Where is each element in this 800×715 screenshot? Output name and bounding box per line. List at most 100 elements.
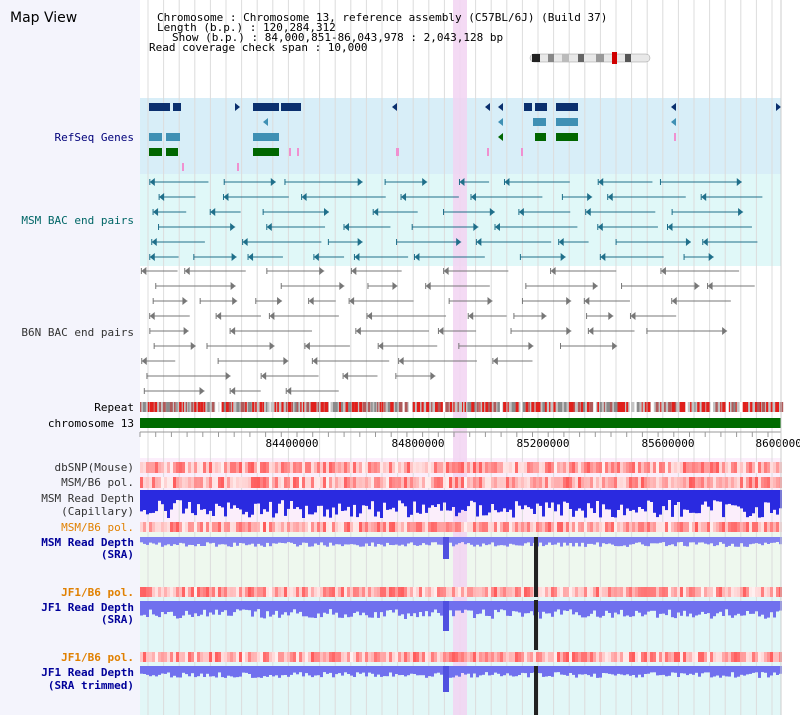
refseq-gene[interactable] [498,118,503,126]
bac-end-pair-end[interactable] [430,372,436,380]
bac-end-pair-end[interactable] [141,267,147,275]
bac-end-pair-end[interactable] [528,342,534,350]
bac-end-pair-end[interactable] [339,282,345,290]
bac-end-pair-end[interactable] [473,223,479,231]
refseq-gene[interactable] [524,103,532,111]
bac-end-pair-end[interactable] [183,327,189,335]
refseq-gene[interactable] [533,118,546,126]
bac-end-pair-end[interactable] [283,357,289,365]
bac-end-pair-end[interactable] [722,327,728,335]
bac-end-pair-end[interactable] [487,297,493,305]
bac-end-pair-end[interactable] [456,238,462,246]
bac-end-pair-end[interactable] [357,178,363,186]
bac-end-pair-end[interactable] [351,267,357,275]
bac-end-pair-end[interactable] [630,312,636,320]
repeat-track[interactable] [140,402,784,412]
refseq-gene[interactable] [521,148,523,156]
bac-end-pair-end[interactable] [349,297,355,305]
bac-end-pair-end[interactable] [702,238,708,246]
refseq-gene[interactable] [671,103,676,111]
bac-end-pair-end[interactable] [343,372,349,380]
bac-end-pair-end[interactable] [701,193,707,201]
refseq-gene[interactable] [674,133,676,141]
bac-end-pair-end[interactable] [149,178,155,186]
bac-end-pair-end[interactable] [660,267,666,275]
bac-end-pair-end[interactable] [671,297,677,305]
refseq-gene[interactable] [671,118,676,126]
bac-end-pair-end[interactable] [312,357,318,365]
refseq-gene[interactable] [487,148,489,156]
bac-end-pair-end[interactable] [261,372,267,380]
refseq-gene[interactable] [253,148,279,156]
refseq-gene[interactable] [498,103,503,111]
bac-end-pair-end[interactable] [216,312,222,320]
bac-end-pair-end[interactable] [550,267,556,275]
bac-end-pair-end[interactable] [367,312,373,320]
bac-end-pair-end[interactable] [301,193,307,201]
bac-end-pair-end[interactable] [468,312,474,320]
bac-end-pair-end[interactable] [343,223,349,231]
bac-end-pair-end[interactable] [492,357,498,365]
bac-end-pair-end[interactable] [612,342,618,350]
bac-end-pair-end[interactable] [738,208,744,216]
refseq-gene[interactable] [556,103,578,111]
bac-end-pair-end[interactable] [308,297,314,305]
bac-end-pair-end[interactable] [518,208,524,216]
bac-end-pair-end[interactable] [598,178,604,186]
bac-end-pair-end[interactable] [592,282,598,290]
bac-end-pair-end[interactable] [230,223,236,231]
bac-end-pair-end[interactable] [584,297,590,305]
bac-end-pair-end[interactable] [355,327,361,335]
bac-end-pair-end[interactable] [184,267,190,275]
bac-end-pair-end[interactable] [231,253,237,261]
bac-end-pair-end[interactable] [266,223,272,231]
refseq-gene[interactable] [297,148,299,156]
refseq-gene[interactable] [173,103,181,111]
refseq-gene[interactable] [535,133,546,141]
refseq-gene[interactable] [392,103,397,111]
bac-end-pair-end[interactable] [277,297,283,305]
refseq-gene[interactable] [162,103,170,111]
bac-end-pair-end[interactable] [694,282,700,290]
bac-end-pair-end[interactable] [392,282,398,290]
refseq-gene[interactable] [166,133,180,141]
bac-end-pair-end[interactable] [248,253,254,261]
bac-end-pair-end[interactable] [304,342,310,350]
refseq-gene[interactable] [166,148,178,156]
refseq-gene[interactable] [485,103,490,111]
polymorphism-heat-tracks[interactable] [140,462,782,662]
bac-end-pair-end[interactable] [685,238,691,246]
bac-end-pair-end[interactable] [323,208,329,216]
bac-end-pair-end[interactable] [223,193,229,201]
bac-end-pair-end[interactable] [541,312,547,320]
bac-end-pair-end[interactable] [151,238,157,246]
refseq-gene[interactable] [253,133,279,141]
bac-end-pair-end[interactable] [357,238,363,246]
bac-end-pair-end[interactable] [600,253,606,261]
bac-end-pair-end[interactable] [707,282,713,290]
bac-end-pair-end[interactable] [471,193,477,201]
bac-end-pair-end[interactable] [588,327,594,335]
bac-end-pair-end[interactable] [270,178,276,186]
bac-end-pair-end[interactable] [566,297,572,305]
chromosome-ideogram[interactable] [529,52,651,64]
chromosome-bar[interactable] [140,418,781,428]
bac-end-pair-end[interactable] [398,357,404,365]
bac-end-pair-end[interactable] [667,223,673,231]
bac-end-pair-end[interactable] [736,178,742,186]
bac-end-pair-end[interactable] [149,253,155,261]
refseq-gene[interactable] [498,133,503,141]
bac-end-pair-end[interactable] [182,297,188,305]
bac-end-pair-end[interactable] [607,193,613,201]
bac-end-pair-end[interactable] [153,208,159,216]
bac-end-pair-end[interactable] [242,238,248,246]
refseq-gene[interactable] [535,103,547,111]
bac-end-pair-end[interactable] [199,387,205,395]
bac-end-pair-end[interactable] [608,312,614,320]
bac-end-pair-end[interactable] [566,327,572,335]
refseq-gene[interactable] [253,103,279,111]
b6n-bac-end-pairs-track[interactable] [140,267,755,395]
bac-end-pair-end[interactable] [373,208,379,216]
